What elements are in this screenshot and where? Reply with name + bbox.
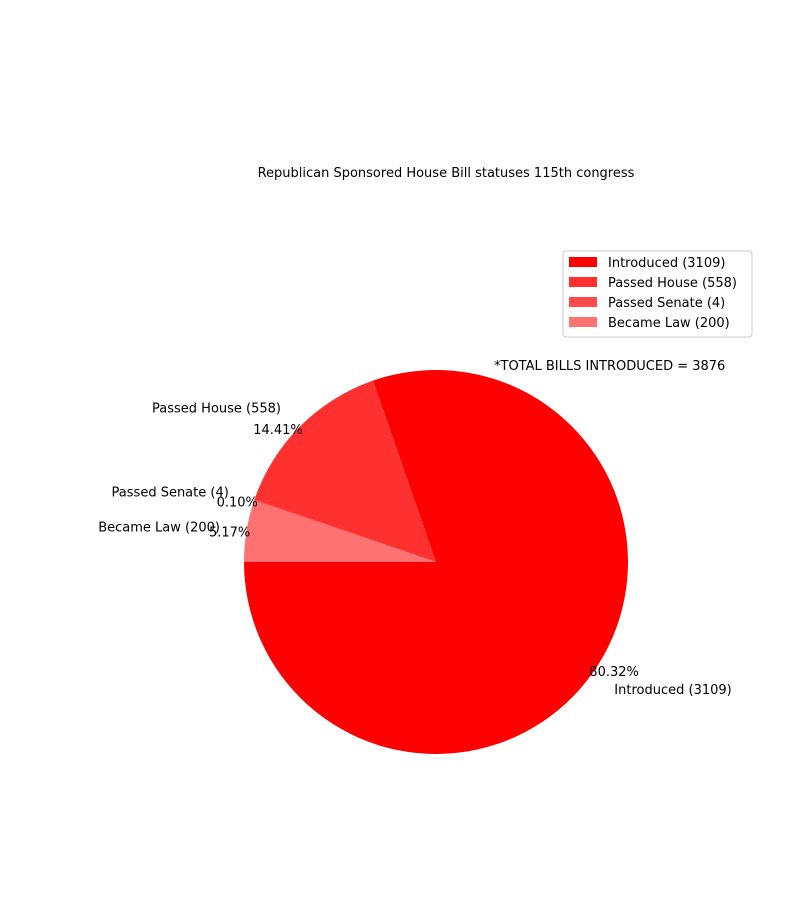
legend-swatch-2 [569, 297, 597, 307]
pie-percent-label-2: 0.10% [217, 495, 258, 510]
legend-swatch-0 [569, 257, 597, 267]
pie-category-label-0: Introduced (3109) [614, 683, 731, 698]
legend: Introduced (3109) Passed House (558) Passe… [562, 250, 753, 338]
legend-frame [562, 250, 753, 338]
pie-category-label-2: Passed Senate (4) [112, 486, 229, 501]
pie-slice-1 [254, 380, 436, 562]
chart-title: Republican Sponsored House Bill statuses… [258, 166, 635, 181]
pie-slice-0 [244, 370, 628, 755]
legend-label-2: Passed Senate (4) [608, 296, 725, 311]
pie-slices [244, 370, 628, 755]
legend-label-3: Became Law (200) [608, 316, 730, 331]
pie-labels: 80.32% Introduced (3109) 14.41% Passed Hous… [98, 401, 732, 698]
pie-percent-label-0: 80.32% [589, 665, 639, 680]
pie-percent-label-3: 5.17% [209, 526, 250, 541]
legend-label-0: Introduced (3109) [608, 256, 725, 271]
pie-percent-label-1: 14.41% [253, 423, 303, 438]
total-annotation: *TOTAL BILLS INTRODUCED = 3876 [494, 359, 725, 374]
legend-swatch-1 [569, 277, 597, 287]
legend-label-1: Passed House (558) [608, 276, 737, 291]
legend-swatch-3 [569, 317, 597, 327]
pie-category-label-3: Became Law (200) [98, 521, 220, 536]
pie-slice-3 [244, 500, 436, 562]
pie-slice-2 [254, 499, 436, 562]
pie-category-label-1: Passed House (558) [152, 401, 281, 416]
